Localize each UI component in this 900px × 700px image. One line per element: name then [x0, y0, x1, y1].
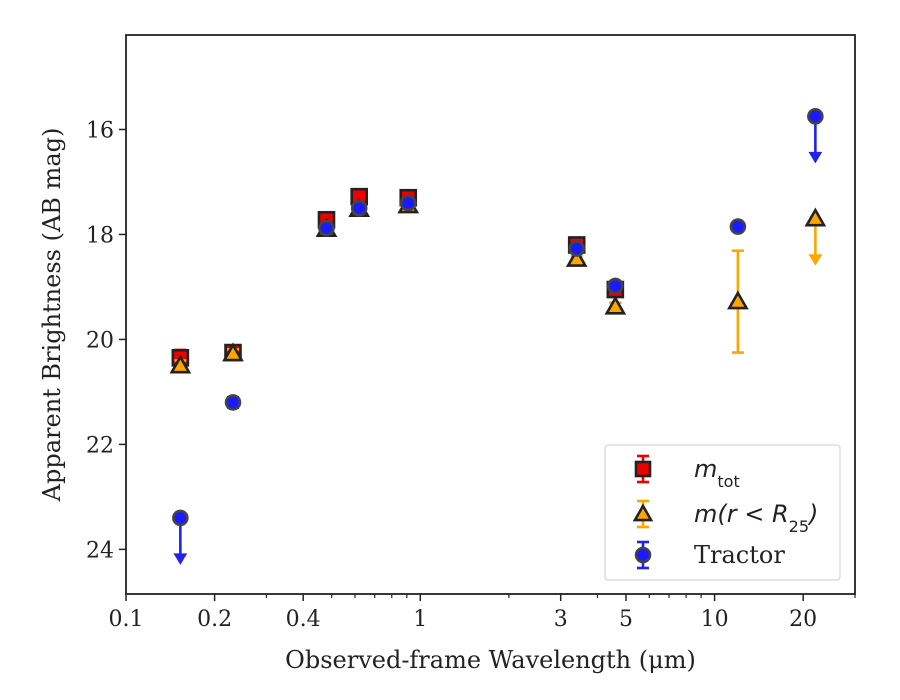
series-mr25-triangle-marker — [727, 290, 749, 310]
x-tick-label: 10 — [701, 607, 729, 632]
plot-marks — [169, 108, 827, 565]
series-tractor-circle-marker — [224, 394, 242, 411]
x-tick-label: 3 — [554, 607, 568, 632]
legend-mr25-label: m(r < R25) — [694, 500, 818, 536]
y-tick-label: 22 — [86, 433, 114, 458]
legend-tractor-label: Tractor — [694, 541, 785, 569]
series-mr25-triangle-marker — [804, 207, 827, 227]
series-tractor — [172, 108, 824, 565]
legend-mr25-triangle-marker — [632, 503, 654, 522]
axes: 0.1 0.2 0.4 1 3 5 10 20 16 18 20 22 24 — [86, 118, 856, 632]
x-tick-label: 0.2 — [197, 607, 232, 632]
series-tractor-circle-marker — [807, 108, 824, 125]
series-tractor-circle-marker — [172, 509, 189, 527]
series-mr25-triangle-marker — [222, 342, 244, 362]
series-tractor-circle-marker — [399, 194, 417, 212]
series-tractor-circle-marker — [350, 199, 368, 217]
plot-frame — [125, 34, 856, 595]
series-tractor-circle-marker — [729, 218, 747, 235]
x-tick-label: 1 — [413, 607, 427, 632]
y-tick-label: 24 — [86, 538, 114, 563]
series-mr25-triangle-marker — [604, 295, 627, 315]
series-tractor-circle-marker — [607, 277, 624, 295]
series-mr25-limit-arrow-head — [808, 254, 823, 266]
x-tick-label: 5 — [619, 607, 633, 632]
series-tractor-limit-arrow-head — [173, 553, 188, 565]
series-tractor-circle-marker — [568, 240, 586, 257]
y-tick-label: 18 — [86, 223, 114, 248]
series-mtot — [171, 187, 625, 367]
legend-mtot-label: mtot — [694, 455, 740, 491]
x-tick-label: 0.4 — [286, 607, 321, 632]
legend-tractor-circle-marker — [634, 546, 652, 564]
legend-frame — [604, 444, 841, 581]
legend: mtot m(r < R25) Tractor — [604, 444, 841, 581]
x-axis-title: Observed-frame Wavelength (μm) — [285, 646, 696, 674]
x-tick-label: 20 — [789, 607, 817, 632]
y-tick-label: 20 — [86, 328, 114, 353]
series-tractor-circle-marker — [318, 219, 335, 237]
series-mr25-triangle-marker — [169, 354, 192, 374]
y-tick-label: 16 — [86, 118, 114, 143]
x-tick-label: 0.1 — [109, 607, 144, 632]
series-tractor-limit-arrow-head — [808, 151, 823, 164]
series-mr25-triangle-marker — [565, 247, 588, 267]
y-axis-title: Apparent Brightness (AB mag) — [38, 128, 66, 503]
series-mr25 — [169, 194, 827, 374]
legend-mtot-square-marker — [634, 460, 652, 478]
